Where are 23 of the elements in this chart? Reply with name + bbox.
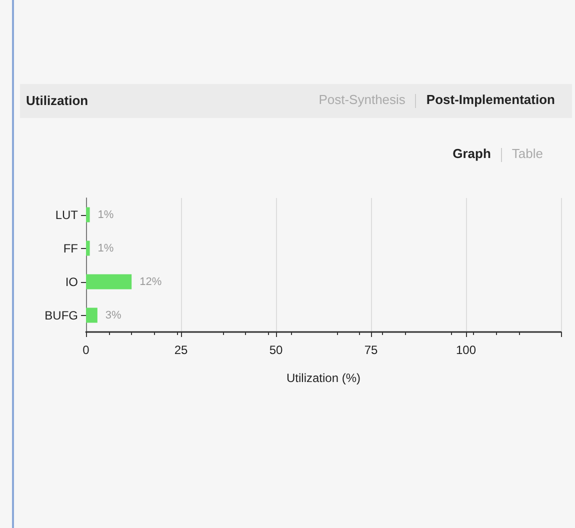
bar bbox=[86, 240, 90, 256]
x-tick-label: 100 bbox=[456, 343, 476, 357]
text: Post-Synthesis bbox=[318, 92, 406, 107]
x-axis-title: Utilization (%) bbox=[286, 371, 361, 385]
data-label: 1% bbox=[98, 208, 114, 221]
text: Table bbox=[512, 146, 543, 161]
bar bbox=[86, 274, 132, 290]
text: Graph bbox=[452, 146, 491, 161]
y-tick-label: IO bbox=[65, 274, 78, 289]
data-label: 3% bbox=[105, 309, 122, 322]
y-tick-label: LUT bbox=[55, 208, 79, 222]
bar bbox=[86, 308, 98, 323]
data-label: 12% bbox=[140, 276, 162, 288]
x-tick-label: 0 bbox=[82, 343, 90, 357]
data-label: 1% bbox=[98, 242, 114, 254]
bar bbox=[86, 207, 90, 222]
x-tick-label: 50 bbox=[269, 343, 283, 357]
chart-title: Utilization bbox=[26, 93, 88, 108]
x-tick-label: 75 bbox=[364, 343, 378, 357]
text: Post-Implementation bbox=[426, 92, 555, 107]
x-tick-label: 25 bbox=[174, 343, 188, 357]
y-tick-label: BUFG bbox=[44, 308, 78, 322]
y-tick-label: FF bbox=[63, 241, 78, 256]
